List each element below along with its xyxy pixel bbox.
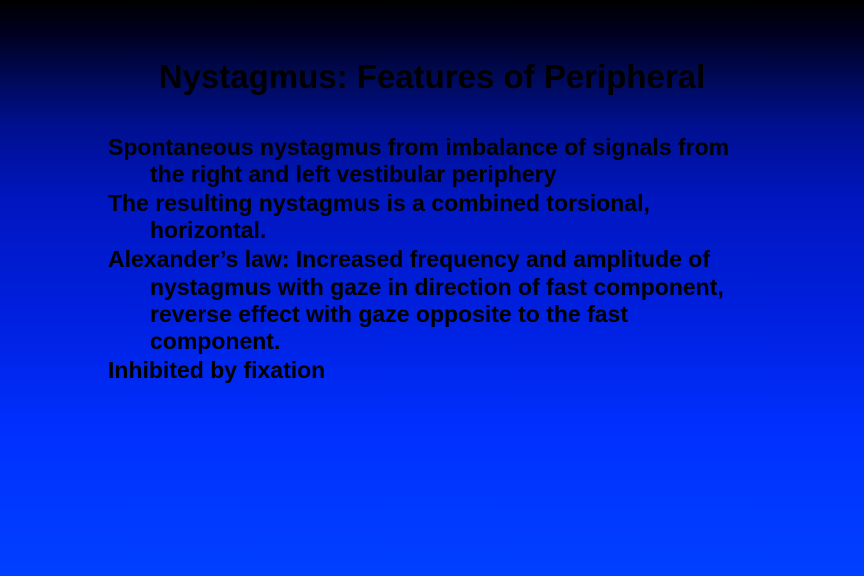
slide-body: Spontaneous nystagmus from imbalance of … xyxy=(108,134,754,384)
body-paragraph: Spontaneous nystagmus from imbalance of … xyxy=(108,134,754,188)
body-paragraph: The resulting nystagmus is a combined to… xyxy=(108,190,754,244)
body-paragraph: Inhibited by fixation xyxy=(108,357,754,384)
body-paragraph: Alexander’s law: Increased frequency and… xyxy=(108,246,754,355)
slide: Nystagmus: Features of Peripheral Sponta… xyxy=(0,0,864,576)
slide-title: Nystagmus: Features of Peripheral xyxy=(0,58,864,96)
